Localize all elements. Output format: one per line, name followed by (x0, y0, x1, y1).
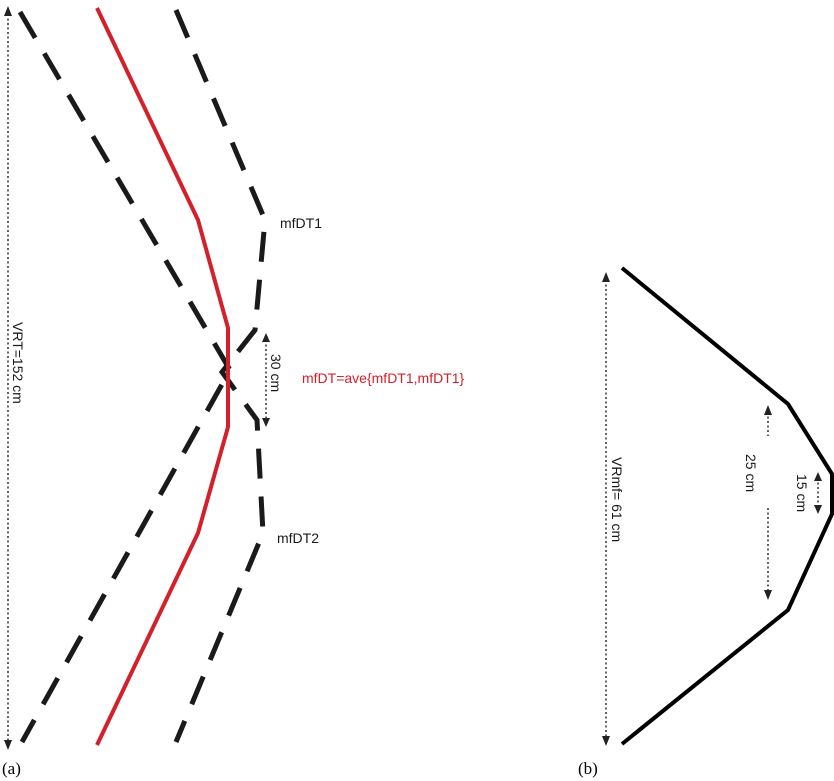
panel-b-label: (b) (578, 759, 598, 778)
inner-label: 25 cm (743, 454, 759, 492)
mfdt1-outer-dashed-line (17, 10, 233, 744)
mfdt-average-red-line (95, 7, 230, 746)
panel-a: VRT=152 cm 30 cm mfDT1 mfDT2 mfDT=ave{mf… (2, 6, 465, 778)
gap-dimension-arrow (262, 333, 270, 427)
panel-a-label: (a) (2, 759, 21, 778)
gap-label: 30 cm (268, 354, 284, 392)
inner-dimension-arrow (764, 405, 772, 600)
vrmf-label: VRmf= 61 cm (609, 457, 625, 542)
mfdt2-label: mfDT2 (277, 530, 319, 546)
tip-label: 15 cm (794, 474, 810, 512)
vrmf-profile-line (620, 266, 834, 746)
mfdt-average-label: mfDT=ave{mfDT1,mfDT1} (302, 370, 465, 386)
tip-dimension-arrow (814, 472, 822, 514)
mfdt-inner-dashed-line (173, 9, 268, 743)
mfdt1-label: mfDT1 (280, 215, 322, 231)
vrmf-dimension-arrow (602, 272, 610, 746)
vrt-label: VRT=152 cm (10, 322, 26, 404)
vrt-dimension-arrow (4, 6, 12, 750)
panel-b: VRmf= 61 cm 25 cm 15 cm (b) (578, 266, 834, 778)
